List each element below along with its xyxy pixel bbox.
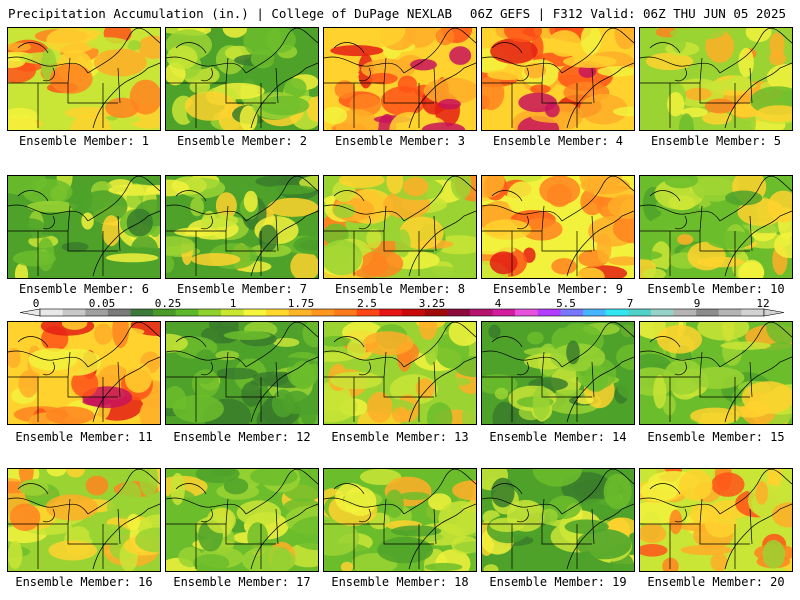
ensemble-member-caption: Ensemble Member: 4 — [492, 134, 624, 148]
ensemble-map-panel — [639, 468, 793, 572]
colorbar-swatch — [130, 309, 154, 316]
colorbar-swatch — [492, 309, 516, 316]
colorbar-swatch — [334, 309, 358, 316]
ensemble-map-panel — [639, 27, 793, 131]
colorbar-tick-label: 2.5 — [357, 297, 377, 310]
ensemble-map-panel — [481, 27, 635, 131]
ensemble-member-caption: Ensemble Member: 12 — [173, 430, 311, 444]
ensemble-map-panel — [639, 321, 793, 425]
colorbar-swatch — [447, 309, 471, 316]
colorbar-min-arrow — [19, 308, 41, 317]
ensemble-map-panel — [323, 468, 477, 572]
colorbar-swatch — [402, 309, 425, 316]
precipitation-colorbar — [19, 308, 785, 317]
colorbar-swatch — [153, 309, 177, 316]
colorbar-tick-label: 1 — [229, 297, 237, 310]
colorbar-swatch — [515, 309, 539, 316]
ensemble-member-caption: Ensemble Member: 15 — [647, 430, 785, 444]
colorbar-swatch — [424, 309, 448, 316]
colorbar-tick-label: 5.5 — [556, 297, 576, 310]
colorbar-swatch — [85, 309, 109, 316]
colorbar-swatch — [718, 309, 742, 316]
ensemble-map-panel — [323, 27, 477, 131]
ensemble-member-caption: Ensemble Member: 13 — [331, 430, 469, 444]
colorbar-swatch — [628, 309, 652, 316]
ensemble-member-caption: Ensemble Member: 16 — [15, 575, 153, 589]
colorbar-tick-label: 0.25 — [154, 297, 182, 310]
ensemble-map-panel — [165, 27, 319, 131]
colorbar-swatch — [40, 309, 63, 316]
ensemble-member-caption: Ensemble Member: 3 — [334, 134, 466, 148]
ensemble-map-panel — [7, 321, 161, 425]
colorbar-tick-label: 7 — [626, 297, 634, 310]
ensemble-map-panel — [323, 175, 477, 279]
ensemble-map-panel — [165, 468, 319, 572]
colorbar-swatch — [107, 309, 131, 316]
colorbar-swatch — [537, 309, 561, 316]
ensemble-map-panel — [7, 175, 161, 279]
colorbar-tick-label: 9 — [693, 297, 701, 310]
colorbar-swatch — [243, 309, 267, 316]
ensemble-map-panel — [481, 321, 635, 425]
ensemble-member-caption: Ensemble Member: 18 — [331, 575, 469, 589]
ensemble-map-panel — [7, 27, 161, 131]
ensemble-member-caption: Ensemble Member: 17 — [173, 575, 311, 589]
colorbar-max-arrow — [763, 308, 785, 317]
colorbar-swatch — [673, 309, 697, 316]
ensemble-member-caption: Ensemble Member: 2 — [176, 134, 308, 148]
ensemble-member-caption: Ensemble Member: 20 — [647, 575, 785, 589]
colorbar-swatch — [650, 309, 674, 316]
ensemble-member-caption: Ensemble Member: 11 — [15, 430, 153, 444]
map-title: Precipitation Accumulation (in.) | Colle… — [8, 6, 453, 21]
colorbar-swatch — [175, 309, 199, 316]
ensemble-member-caption: Ensemble Member: 10 — [647, 282, 785, 296]
ensemble-map-panel — [165, 175, 319, 279]
colorbar-tick-label: 12 — [756, 297, 770, 310]
ensemble-member-caption: Ensemble Member: 9 — [492, 282, 624, 296]
colorbar-tick-label: 4 — [494, 297, 502, 310]
colorbar-swatch — [560, 309, 584, 316]
ensemble-map-panel — [323, 321, 477, 425]
colorbar-tick-label: 0 — [32, 297, 40, 310]
model-valid-time: 06Z GEFS | F312 Valid: 06Z THU JUN 05 20… — [469, 6, 786, 21]
colorbar-swatch — [583, 309, 606, 316]
colorbar-tick-label: 1.75 — [287, 297, 315, 310]
ensemble-member-caption: Ensemble Member: 5 — [650, 134, 782, 148]
ensemble-map-panel — [639, 175, 793, 279]
ensemble-map-panel — [165, 321, 319, 425]
colorbar-swatch — [469, 309, 493, 316]
colorbar-swatch — [379, 309, 403, 316]
colorbar-swatch — [741, 309, 765, 316]
ensemble-member-caption: Ensemble Member: 14 — [489, 430, 627, 444]
ensemble-member-caption: Ensemble Member: 8 — [334, 282, 466, 296]
colorbar-swatch — [266, 309, 290, 316]
colorbar-swatch — [62, 309, 86, 316]
colorbar-swatch — [605, 309, 629, 316]
colorbar-swatch — [311, 309, 335, 316]
ensemble-member-caption: Ensemble Member: 7 — [176, 282, 308, 296]
ensemble-map-panel — [7, 468, 161, 572]
ensemble-map-panel — [481, 468, 635, 572]
colorbar-tick-label: 0.05 — [88, 297, 116, 310]
colorbar-swatch — [221, 309, 244, 316]
ensemble-member-caption: Ensemble Member: 19 — [489, 575, 627, 589]
ensemble-member-caption: Ensemble Member: 6 — [18, 282, 150, 296]
colorbar-tick-label: 3.25 — [418, 297, 446, 310]
colorbar-swatch — [198, 309, 222, 316]
colorbar-swatch — [696, 309, 720, 316]
colorbar-swatch — [356, 309, 380, 316]
colorbar-swatch — [288, 309, 312, 316]
ensemble-map-panel — [481, 175, 635, 279]
ensemble-member-caption: Ensemble Member: 1 — [18, 134, 150, 148]
